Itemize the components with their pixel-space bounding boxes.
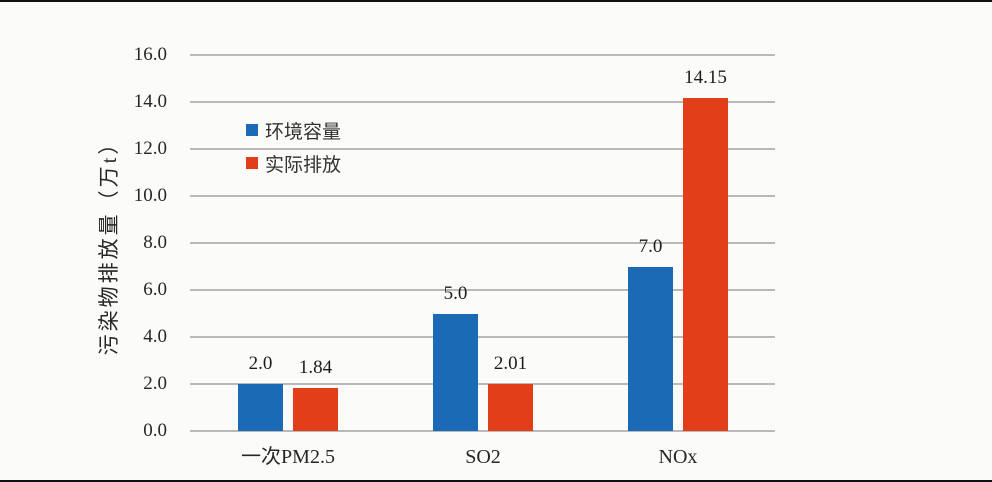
value-label-2.0: 2.0 [248, 353, 273, 374]
gridline-12 [190, 148, 775, 150]
gridline-10 [190, 195, 775, 197]
gridline-2 [190, 383, 775, 385]
x-category-label-NOx: NOx [658, 446, 698, 468]
top-edge-bar [0, 0, 992, 2]
gridline-8 [190, 242, 775, 244]
plot-area: 2.0 5.0 7.0 1.84 2.01 14.15 [190, 54, 775, 432]
bar-环境容量-一次PM2.5 [238, 384, 283, 431]
y-tick-label-12: 12.0 [133, 138, 167, 159]
gridline-4 [190, 336, 775, 338]
y-tick-label-10: 10.0 [133, 185, 167, 206]
y-tick-label-14: 14.0 [133, 91, 167, 112]
value-label-5.0: 5.0 [443, 282, 468, 304]
bar-实际排放-一次PM2.5 [293, 387, 338, 431]
y-tick-label-16: 16.0 [133, 44, 167, 65]
legend-item-实际排放: 实际排放 [246, 152, 342, 176]
y-tick-label-6: 6.0 [143, 279, 167, 300]
legend-label: 环境容量 [265, 121, 342, 143]
legend-label: 实际排放 [265, 154, 342, 176]
value-label-1.84: 1.84 [298, 356, 333, 378]
gridline-14 [190, 101, 775, 103]
legend: 环境容量 实际排放 [246, 119, 341, 185]
gridline-0 [190, 430, 775, 432]
value-label-2.01: 2.01 [493, 352, 528, 374]
bottom-edge-bar [0, 480, 992, 482]
legend-swatch-icon [246, 157, 258, 169]
value-label-14.15: 14.15 [684, 67, 727, 89]
bar-环境容量-SO2 [433, 313, 478, 431]
value-label-7.0: 7.0 [638, 235, 663, 257]
gridline-6 [190, 289, 775, 291]
bar-实际排放-NOx [683, 98, 728, 431]
x-category-label-SO2: SO2 [465, 446, 501, 468]
gridline-16 [190, 54, 775, 56]
legend-item-环境容量: 环境容量 [246, 119, 342, 143]
bar-环境容量-NOx [628, 266, 673, 431]
y-tick-label-2: 2.0 [143, 373, 167, 394]
y-tick-label-0: 0.0 [143, 420, 167, 441]
legend-swatch-icon [246, 124, 258, 136]
bar-实际排放-SO2 [488, 383, 533, 431]
x-category-label-一次PM2.5: 一次PM2.5 [241, 446, 335, 468]
y-tick-label-4: 4.0 [143, 326, 167, 347]
y-tick-label-8: 8.0 [143, 232, 167, 253]
